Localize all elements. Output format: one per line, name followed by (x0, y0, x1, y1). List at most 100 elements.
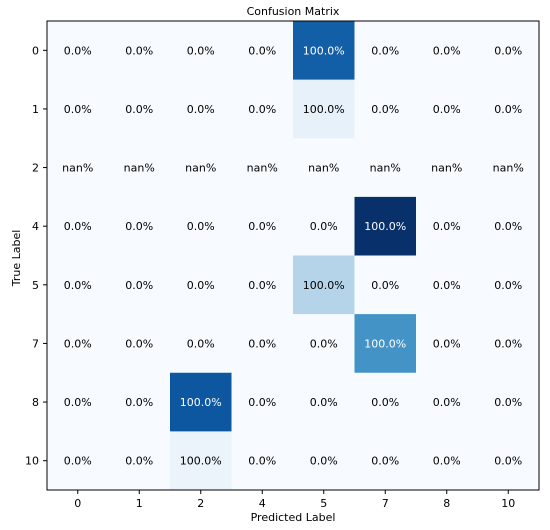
y-tick-label: 0 (32, 44, 39, 57)
heatmap-cell (477, 196, 540, 256)
x-tick-label: 0 (74, 497, 81, 510)
cell-value-label: 100.0% (364, 337, 406, 350)
heatmap-cell (108, 314, 171, 374)
heatmap-cell (231, 21, 294, 81)
heatmap-cell (293, 138, 355, 198)
y-tick-label: 7 (32, 337, 39, 350)
cell-value-label: 0.0% (64, 279, 92, 292)
heatmap-cell (170, 255, 232, 315)
heatmap-cell (416, 372, 478, 432)
heatmap-cell (170, 138, 232, 198)
heatmap-cell (477, 314, 540, 374)
cell-value-label: 0.0% (310, 455, 338, 468)
heatmap-cell (108, 196, 171, 256)
cell-value-label: 0.0% (64, 396, 92, 409)
cell-value-label: 0.0% (125, 103, 153, 116)
y-axis-ticks: 0 1 2 4 5 7 8 10 (25, 44, 47, 468)
x-tick-label: 4 (259, 497, 266, 510)
cell-value-label: 0.0% (494, 337, 522, 350)
cell-value-label: nan% (493, 162, 524, 175)
heatmap-cells: 0.0% 0.0% 0.0% 0.0% 100.0% 0.0% 0.0% 0.0% 0.0% 0.… (47, 21, 540, 491)
heatmap-cell (416, 314, 478, 374)
cell-value-label: 0.0% (371, 455, 399, 468)
cell-value-label: 0.0% (64, 455, 92, 468)
cell-value-label: 100.0% (364, 220, 406, 233)
cell-value-label: nan% (247, 162, 278, 175)
heatmap-cell (170, 79, 232, 139)
heatmap-cell (231, 431, 294, 491)
heatmap-cell (354, 255, 417, 315)
cell-value-label: 0.0% (310, 220, 338, 233)
heatmap-cell (354, 21, 417, 81)
heatmap-cell (231, 372, 294, 432)
heatmap-cell (477, 372, 540, 432)
heatmap-cell (231, 138, 294, 198)
heatmap-cell (170, 314, 232, 374)
y-tick-label: 1 (32, 103, 39, 116)
heatmap-cell (354, 372, 417, 432)
heatmap-cell (354, 314, 417, 374)
cell-value-label: 0.0% (64, 220, 92, 233)
heatmap-cell (170, 21, 232, 81)
heatmap-cell (293, 21, 355, 81)
cell-value-label: 0.0% (187, 279, 215, 292)
cell-value-label: 0.0% (125, 337, 153, 350)
heatmap-cell (477, 21, 540, 81)
x-tick-label: 1 (136, 497, 143, 510)
cell-value-label: 0.0% (310, 337, 338, 350)
cell-value-label: 0.0% (494, 455, 522, 468)
x-tick-label: 7 (382, 497, 389, 510)
heatmap-cell (231, 196, 294, 256)
cell-value-label: 0.0% (248, 455, 276, 468)
heatmap-cell (231, 314, 294, 374)
heatmap-cell (47, 431, 109, 491)
cell-value-label: 0.0% (494, 220, 522, 233)
heatmap-cell (477, 255, 540, 315)
cell-value-label: 0.0% (64, 44, 92, 57)
heatmap-cell (416, 255, 478, 315)
cell-value-label: 0.0% (371, 279, 399, 292)
cell-value-label: 100.0% (180, 455, 222, 468)
cell-value-label: 100.0% (303, 279, 345, 292)
cell-value-label: 0.0% (187, 44, 215, 57)
cell-value-label: 0.0% (494, 44, 522, 57)
cell-value-label: 0.0% (125, 44, 153, 57)
plot-frame (46, 20, 540, 491)
cell-value-label: 0.0% (248, 103, 276, 116)
x-tick-label: 10 (501, 497, 515, 510)
x-axis-ticks: 0 1 2 4 5 7 8 10 (74, 490, 515, 510)
cell-value-label: 0.0% (494, 396, 522, 409)
heatmap-cell (293, 196, 355, 256)
heatmap-cell (293, 314, 355, 374)
cell-value-label: 0.0% (433, 396, 461, 409)
y-tick-label: 10 (25, 455, 39, 468)
cell-value-label: 0.0% (433, 220, 461, 233)
cell-value-label: 0.0% (187, 103, 215, 116)
cell-value-label: 0.0% (248, 337, 276, 350)
heatmap-cell (477, 79, 540, 139)
heatmap-cell (416, 138, 478, 198)
heatmap-cell (293, 431, 355, 491)
heatmap-cell (47, 255, 109, 315)
heatmap-cell (108, 79, 171, 139)
cell-value-label: nan% (62, 162, 93, 175)
heatmap-cell (47, 79, 109, 139)
cell-value-label: 0.0% (125, 279, 153, 292)
heatmap-cell (108, 21, 171, 81)
cell-value-label: 0.0% (125, 455, 153, 468)
cell-value-label: 0.0% (371, 396, 399, 409)
heatmap-cell (354, 138, 417, 198)
cell-value-label: 0.0% (433, 44, 461, 57)
y-tick-label: 4 (32, 220, 39, 233)
cell-value-label: 100.0% (303, 44, 345, 57)
cell-value-label: 0.0% (248, 44, 276, 57)
heatmap-cell (293, 79, 355, 139)
x-tick-label: 8 (443, 497, 450, 510)
heatmap-cell (108, 255, 171, 315)
heatmap-cell (47, 196, 109, 256)
cell-value-label: 0.0% (371, 103, 399, 116)
cell-value-label: 0.0% (125, 220, 153, 233)
heatmap-cell (170, 431, 232, 491)
heatmap-cell (293, 372, 355, 432)
